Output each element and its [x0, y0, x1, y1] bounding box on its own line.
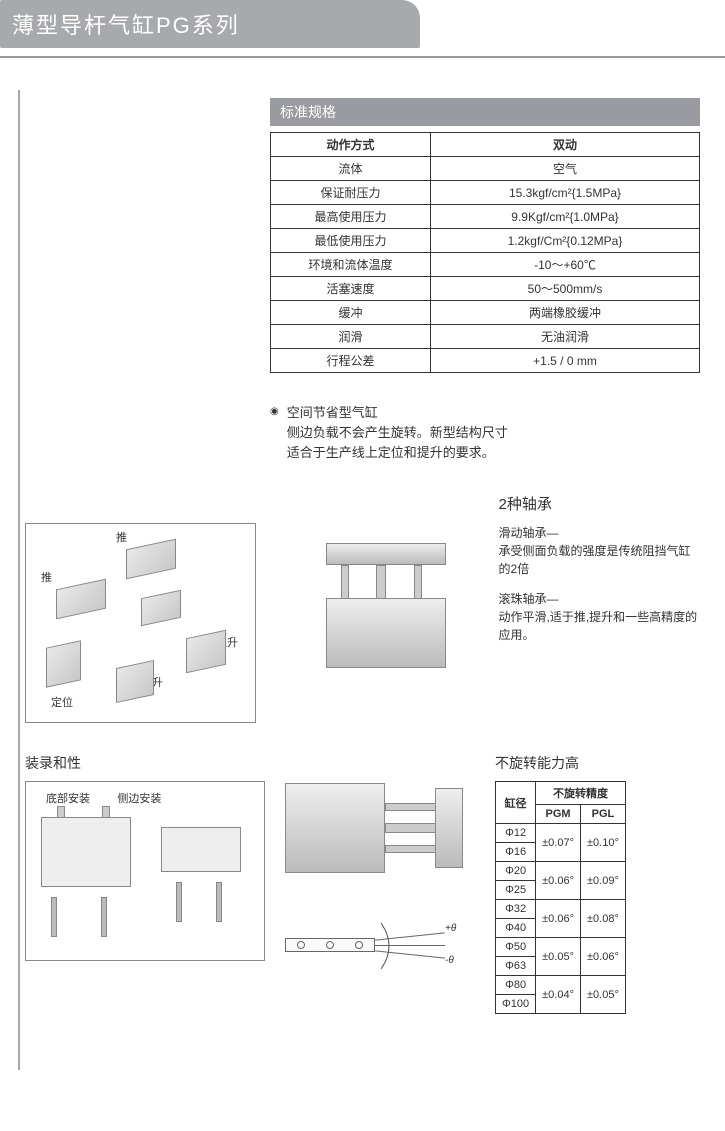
spec-row: 环境和流体温度-10～+60℃	[271, 253, 700, 277]
cylinder-photo-1	[306, 543, 479, 683]
spec-col-0: 动作方式	[271, 133, 431, 157]
photo-rod	[376, 565, 386, 600]
rotation-column: 不旋转能力高 缸径 不旋转精度 PGM PGL Φ12±0.07°±0.10° …	[495, 753, 700, 1014]
page-title: 薄型导杆气缸PG系列	[12, 13, 240, 38]
theta-minus: -θ	[445, 955, 454, 966]
mount-title: 装录和性	[25, 753, 265, 773]
bullet-icon: ◉	[270, 403, 279, 463]
arc-icon	[377, 921, 407, 971]
iso-diagram: 推 推 提升 提升 定位	[25, 523, 256, 723]
spec-row: 最低使用压力1.2kgf/Cm²{0.12MPa}	[271, 229, 700, 253]
screw-icon	[176, 882, 182, 922]
bearing-ball-title: 滚珠轴承—	[499, 590, 700, 608]
screw-icon	[101, 897, 107, 937]
iso-shape	[186, 630, 226, 674]
rot-sub-pgl: PGL	[581, 805, 626, 824]
theta-bar	[285, 938, 375, 952]
spec-row: 最高使用压力9.9Kgf/cm²{1.0MPa}	[271, 205, 700, 229]
photo2-column: +θ -θ	[285, 773, 475, 1014]
photo-rod	[341, 565, 349, 600]
iso-shape	[46, 640, 81, 687]
photo-body	[326, 598, 446, 668]
theta-diagram: +θ -θ	[285, 913, 445, 973]
side-rule	[18, 90, 20, 1070]
photo-plate	[435, 788, 463, 868]
mount-side-label: 侧边安装	[117, 790, 161, 806]
photo-body	[285, 783, 385, 873]
spec-row: 保证耐压力15.3kgf/cm²{1.5MPa}	[271, 181, 700, 205]
mid-row: 推 推 提升 提升 定位 2种轴承 滑动轴承— 承受侧面负载的强度是传统阻挡气缸…	[0, 493, 725, 723]
spec-row: 流体空气	[271, 157, 700, 181]
mount-draw-bottom	[41, 817, 131, 887]
top-divider	[0, 56, 725, 58]
bearing-ball-text: 动作平滑,适于推,提升和一些高精度的应用。	[499, 608, 700, 644]
mount-bottom-label: 底部安装	[46, 790, 90, 806]
rotation-title: 不旋转能力高	[495, 753, 700, 773]
spec-header: 标准规格	[270, 98, 700, 126]
feature-text: 空间节省型气缸 侧边负载不会产生旋转。新型结构尺寸 适合于生产线上定位和提升的要…	[287, 403, 508, 463]
spec-header-row: 动作方式 双动	[271, 133, 700, 157]
mount-column: 装录和性 底部安装 侧边安装	[25, 753, 265, 1014]
spec-col-1: 双动	[431, 133, 700, 157]
diag-label-push: 推	[41, 569, 52, 585]
diag-label-pos: 定位	[51, 694, 73, 710]
photo-rod	[385, 823, 440, 833]
photo-plate	[326, 543, 446, 565]
spec-section: 标准规格 动作方式 双动 流体空气 保证耐压力15.3kgf/cm²{1.5MP…	[270, 98, 700, 373]
iso-shape	[126, 539, 176, 580]
iso-shape	[141, 590, 181, 627]
lower-row: 装录和性 底部安装 侧边安装	[0, 753, 725, 1044]
iso-shape	[56, 579, 106, 620]
feature-line: 侧边负载不会产生旋转。新型结构尺寸	[287, 423, 508, 443]
spec-table: 动作方式 双动 流体空气 保证耐压力15.3kgf/cm²{1.5MPa} 最高…	[270, 132, 700, 373]
feature-block: ◉ 空间节省型气缸 侧边负载不会产生旋转。新型结构尺寸 适合于生产线上定位和提升…	[270, 403, 725, 463]
bearing-column: 2种轴承 滑动轴承— 承受侧面负载的强度是传统阻挡气缸的2倍 滚珠轴承— 动作平…	[499, 493, 700, 723]
screw-icon	[51, 897, 57, 937]
feature-line: 空间节省型气缸	[287, 403, 508, 423]
photo-rod	[385, 845, 440, 853]
theta-plus: +θ	[445, 923, 456, 934]
screw-icon	[216, 882, 222, 922]
spec-row: 润滑无油润滑	[271, 325, 700, 349]
diag-label-push: 推	[116, 529, 127, 545]
bearing-slide-text: 承受侧面负载的强度是传统阻挡气缸的2倍	[499, 542, 700, 578]
spec-row: 行程公差+1.5 / 0 mm	[271, 349, 700, 373]
spec-row: 活塞速度50～500mm/s	[271, 277, 700, 301]
photo-rod	[385, 803, 440, 811]
rotation-table: 缸径 不旋转精度 PGM PGL Φ12±0.07°±0.10° Φ16 Φ20…	[495, 781, 626, 1014]
rot-sub-pgm: PGM	[536, 805, 581, 824]
bearing-slide-title: 滑动轴承—	[499, 524, 700, 542]
iso-shape	[116, 660, 154, 703]
page-title-bar: 薄型导杆气缸PG系列	[0, 0, 420, 48]
bearing-title: 2种轴承	[499, 493, 700, 514]
mount-draw-side	[161, 827, 241, 872]
rot-header-bore: 缸径	[496, 782, 536, 824]
cylinder-photo-2	[285, 773, 475, 893]
mount-box: 底部安装 侧边安装	[25, 781, 265, 961]
spec-row: 缓冲两端橡胶缓冲	[271, 301, 700, 325]
photo-rod	[414, 565, 422, 600]
feature-line: 适合于生产线上定位和提升的要求。	[287, 443, 508, 463]
rot-header-acc: 不旋转精度	[536, 782, 626, 805]
